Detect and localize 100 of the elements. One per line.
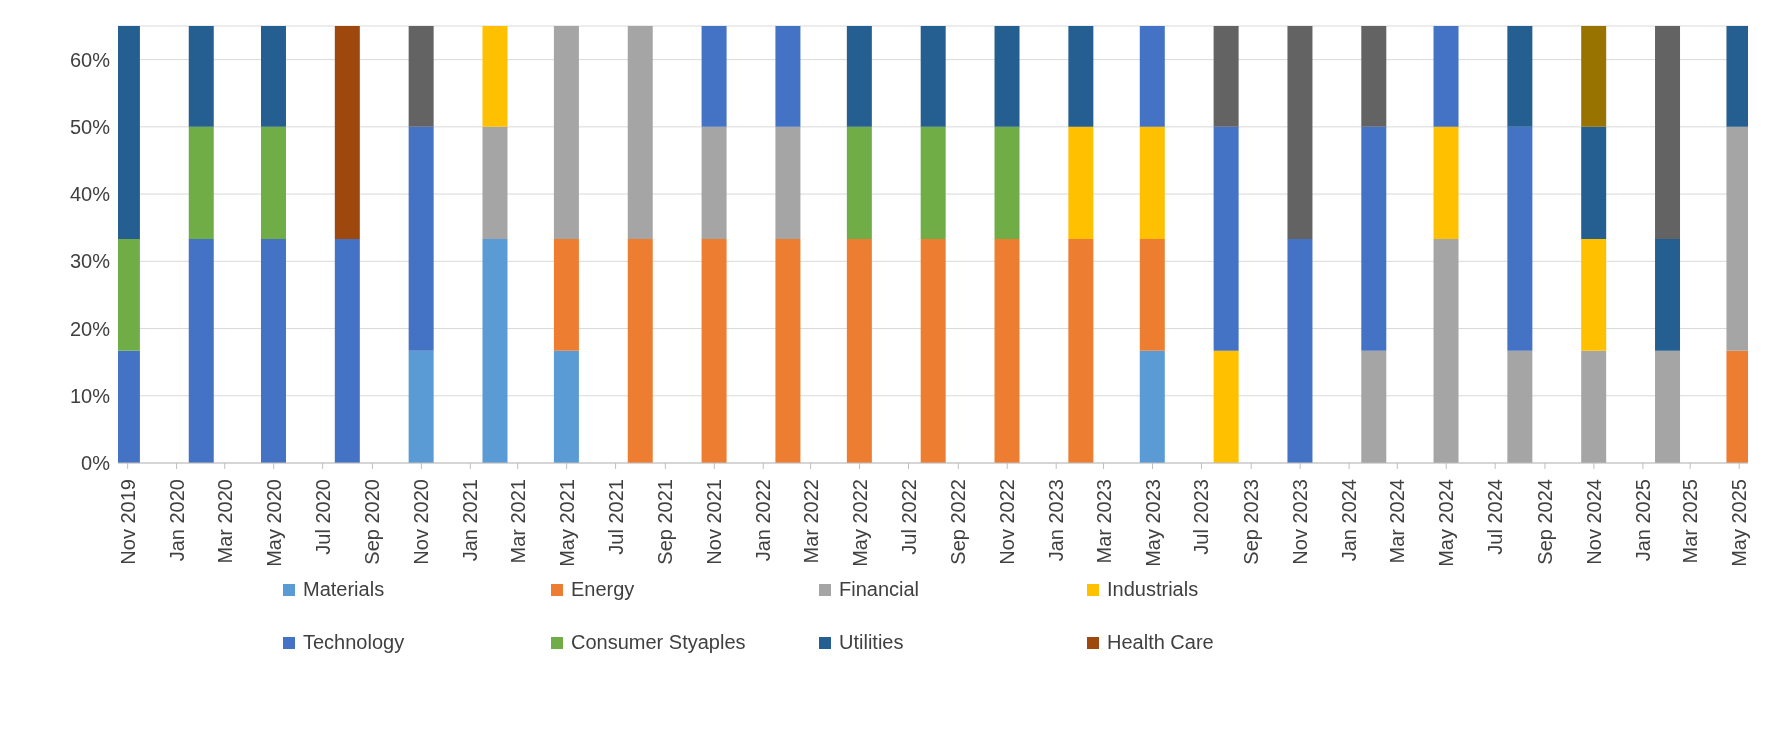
bar <box>1507 26 1533 127</box>
x-tick-label: Jan 2023 <box>1045 479 1068 562</box>
x-tick-label: Sep 2022 <box>947 479 970 565</box>
y-tick-label: 0% <box>81 452 111 475</box>
bar <box>1139 126 1165 240</box>
x-tick-label: Mar 2025 <box>1679 479 1702 564</box>
bar <box>1655 239 1681 351</box>
legend-label: Energy <box>571 578 635 601</box>
x-tick-label: Nov 2023 <box>1289 479 1312 565</box>
bar <box>1433 239 1459 463</box>
x-tick-label: Jul 2020 <box>311 479 334 555</box>
bar <box>1655 350 1681 463</box>
bar <box>260 26 286 127</box>
legend-label: Utilities <box>839 631 904 654</box>
bar <box>846 239 872 463</box>
x-tick-label: Mar 2020 <box>213 479 236 564</box>
x-tick-label: May 2023 <box>1141 479 1164 567</box>
x-tick-label: Mar 2024 <box>1386 479 1409 564</box>
bar <box>1068 126 1094 240</box>
x-tick-label: May 2024 <box>1435 479 1458 567</box>
x-tick-label: May 2021 <box>555 479 578 567</box>
bar <box>334 239 360 463</box>
y-tick-label: 60% <box>69 48 111 71</box>
bar <box>1581 239 1607 351</box>
bar <box>1433 126 1459 240</box>
bar <box>1213 126 1239 351</box>
x-tick-label: Jul 2021 <box>604 479 627 555</box>
bar <box>994 26 1020 127</box>
bar <box>1581 126 1607 240</box>
bar <box>1068 26 1094 127</box>
legend-label: Health Care <box>1107 631 1214 654</box>
bar <box>188 239 214 463</box>
bar <box>1287 26 1313 240</box>
bar <box>553 350 579 463</box>
x-tick-label: Jul 2024 <box>1484 479 1507 555</box>
bar <box>1068 239 1094 463</box>
x-tick-label: Mar 2021 <box>506 479 529 564</box>
bar <box>1507 126 1533 351</box>
bar <box>1581 26 1607 127</box>
bar <box>482 26 508 127</box>
x-tick-label: Jan 2021 <box>459 479 482 562</box>
x-tick-label: Mar 2022 <box>799 479 822 564</box>
x-tick-label: Nov 2022 <box>996 479 1019 565</box>
bar <box>1361 26 1387 127</box>
x-tick-label: Jan 2020 <box>165 479 188 562</box>
bar <box>627 239 653 463</box>
bar <box>775 239 801 463</box>
y-tick-label: 50% <box>69 115 111 138</box>
x-tick-label: May 2020 <box>262 479 285 567</box>
x-tick-label: Sep 2021 <box>654 479 677 565</box>
bar <box>1139 26 1165 127</box>
bar <box>1213 350 1239 463</box>
x-tick-label: Nov 2019 <box>116 479 139 565</box>
bar <box>920 239 946 463</box>
bar <box>188 26 214 127</box>
bar <box>260 126 286 240</box>
bar <box>408 26 434 127</box>
x-tick-label: Sep 2023 <box>1240 479 1263 565</box>
legend-label: Industrials <box>1107 578 1199 601</box>
bar <box>553 239 579 351</box>
y-tick-label: 40% <box>69 183 111 206</box>
x-tick-label: Sep 2020 <box>361 479 384 565</box>
bar <box>920 126 946 240</box>
bar <box>1361 126 1387 351</box>
bar <box>334 26 360 240</box>
bar <box>1507 350 1533 463</box>
x-tick-label: Nov 2021 <box>703 479 726 565</box>
bar <box>260 239 286 463</box>
y-tick-label: 30% <box>69 250 111 273</box>
bar <box>188 126 214 240</box>
bar <box>1213 26 1239 127</box>
legend-label: Financial <box>839 578 920 601</box>
x-tick-label: May 2022 <box>848 479 871 567</box>
x-tick-label: Jul 2022 <box>897 479 920 555</box>
bar <box>994 126 1020 240</box>
bar <box>1139 350 1165 463</box>
y-tick-label: 10% <box>69 384 111 407</box>
x-tick-label: Mar 2023 <box>1092 479 1115 564</box>
x-tick-label: May 2025 <box>1728 479 1751 567</box>
x-tick-label: Jan 2025 <box>1631 479 1654 562</box>
legend-label: Technology <box>303 631 405 654</box>
bar <box>1139 239 1165 351</box>
bar <box>408 126 434 351</box>
bar <box>846 26 872 127</box>
bar <box>701 239 727 463</box>
bar <box>553 26 579 240</box>
bar <box>1361 350 1387 463</box>
legend-label: Materials <box>303 578 385 601</box>
x-tick-label: Jul 2023 <box>1190 479 1213 555</box>
bar <box>846 126 872 240</box>
bar <box>482 126 508 240</box>
bar <box>775 26 801 127</box>
bar <box>920 26 946 127</box>
bar <box>1581 350 1607 463</box>
bar <box>408 350 434 463</box>
bar <box>701 126 727 240</box>
bar <box>1655 26 1681 240</box>
bar <box>627 26 653 240</box>
bar <box>1433 26 1459 127</box>
bar <box>1287 239 1313 463</box>
